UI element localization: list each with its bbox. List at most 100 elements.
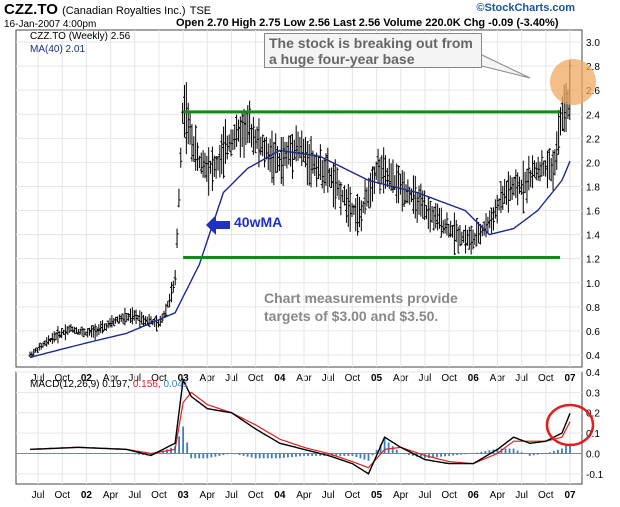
macd-histogram-bar	[218, 453, 221, 456]
x-tick-label: Oct	[538, 490, 554, 501]
macd-histogram-bar	[109, 453, 112, 454]
ma-arrow-label: 40wMA	[234, 214, 283, 230]
macd-histogram-bar	[432, 453, 434, 458]
macd-histogram-bar	[391, 446, 394, 454]
macd-histogram-bar	[561, 448, 563, 454]
macd-histogram-bar	[339, 453, 342, 456]
macd-histogram-bar	[319, 453, 322, 456]
macd-histogram-bar	[460, 453, 463, 455]
price-y-tick-label: 1.2	[586, 255, 600, 266]
macd-histogram-bar	[456, 453, 459, 456]
macd-histogram-bar	[291, 453, 293, 458]
macd-histogram-bar	[37, 453, 39, 454]
company-name: (Canadian Royalties Inc.)	[62, 5, 186, 17]
macd-histogram-bar	[274, 453, 277, 459]
macd-histogram-bar	[117, 453, 120, 454]
macd-histogram-bar	[137, 453, 140, 455]
macd-histogram-bar	[444, 453, 446, 457]
macd-histogram-bar	[303, 453, 305, 456]
macd-histogram-bar	[178, 436, 181, 454]
symbol: CZZ.TO	[4, 1, 58, 18]
macd-histogram-bar	[565, 446, 567, 454]
macd-histogram-bar	[234, 453, 237, 455]
macd-histogram-bar	[508, 448, 511, 454]
macd-histogram-bar	[496, 448, 499, 454]
macd-histogram-bar	[448, 453, 451, 456]
macd-histogram-bar	[359, 453, 362, 459]
macd-histogram-bar	[407, 453, 410, 456]
macd-histogram-bar	[230, 453, 233, 454]
x-tick-label: Oct	[151, 490, 167, 501]
macd-histogram-bar	[33, 453, 35, 454]
targets-note: Chart measurements provide targets of $3…	[264, 290, 458, 324]
macd-y-tick-label: 0.1	[586, 429, 600, 440]
macd-y-tick-label: 0.0	[586, 449, 600, 460]
macd-legend: MACD(12,26,9) 0.197, 0.156, 0.041	[30, 379, 188, 390]
macd-histogram-bar	[254, 453, 257, 459]
x-tick-label: Apr	[296, 490, 312, 501]
macd-histogram-bar	[65, 453, 68, 454]
macd-histogram-bar	[41, 453, 43, 454]
price-legend: CZZ.TO (Weekly) 2.56	[30, 31, 131, 42]
macd-histogram-bar	[97, 453, 100, 454]
macd-histogram-bar	[536, 453, 539, 455]
macd-histogram-bar	[569, 443, 571, 454]
price-y-tick-label: 0.8	[586, 303, 600, 314]
macd-histogram-bar	[282, 453, 285, 458]
macd-histogram-bar	[258, 453, 261, 459]
macd-histogram-bar	[250, 453, 253, 458]
macd-histogram-bar	[403, 453, 406, 455]
annotation-overlay	[206, 54, 596, 447]
macd-histogram-bar	[210, 453, 213, 458]
macd-histogram-bar	[149, 453, 152, 456]
macd-histogram-bar	[327, 453, 330, 456]
macd-histogram-bar	[57, 453, 60, 454]
macd-histogram-bar	[299, 453, 301, 457]
macd-histogram-bar	[242, 453, 245, 456]
macd-histogram-bar	[246, 453, 249, 457]
macd-histogram-bar	[544, 453, 547, 454]
brand-name: StockCharts.com	[484, 2, 575, 14]
price-y-tick-label: 1.4	[586, 231, 600, 242]
macd-histogram-bar	[206, 453, 209, 459]
brand-logo: ©StockCharts.com	[476, 2, 575, 14]
macd-histogram-bar	[472, 453, 475, 454]
macd-histogram-bar	[186, 442, 189, 454]
macd-histogram-bar	[367, 453, 370, 461]
macd-histogram-bar	[93, 453, 96, 454]
macd-histogram-bar	[464, 453, 467, 455]
macd-line	[29, 377, 571, 475]
macd-histogram-bar	[512, 448, 515, 454]
hist-value: 0.041	[163, 379, 189, 390]
macd-histogram-bar	[141, 453, 144, 456]
macd-histogram-bar	[395, 449, 398, 454]
x-tick-label: Oct	[345, 490, 361, 501]
macd-histogram-bar	[162, 451, 164, 454]
macd-histogram-bar	[287, 453, 289, 458]
x-tick-label: Jul	[322, 490, 335, 501]
macd-panel: Jul Oct 02 Apr Jul Oct 03 Apr Jul Oct 04 Apr Jul Oct 0…	[15, 368, 604, 501]
macd-histogram-bar	[129, 453, 132, 454]
breakout-callout: The stock is breaking out from a huge fo…	[264, 33, 482, 68]
macd-value: 0.197,	[102, 379, 131, 390]
price-y-tick-label: 1.0	[586, 279, 600, 290]
price-y-tick-label: 0.4	[586, 351, 600, 362]
x-tick-label: Apr	[393, 490, 409, 501]
macd-histogram-bar	[363, 453, 366, 460]
macd-histogram-bar	[73, 453, 76, 454]
x-tick-label: Oct	[248, 490, 264, 501]
price-y-tick-label: 2.4	[586, 110, 600, 121]
x-tick-label: Jul	[225, 490, 238, 501]
macd-histogram-bar	[89, 453, 92, 454]
macd-histogram-bar	[125, 453, 128, 454]
price-y-tick-label: 2.2	[586, 134, 600, 145]
macd-histogram-bar	[198, 453, 201, 459]
macd-histogram-bar	[516, 450, 519, 454]
macd-histogram-bar	[399, 453, 402, 454]
macd-histogram-bar	[295, 453, 297, 457]
x-tick-label: 03	[178, 490, 190, 501]
macd-histogram-bar	[419, 453, 422, 458]
x-tick-label: Oct	[54, 490, 70, 501]
macd-histogram-bar	[166, 449, 168, 454]
macd-histogram-bar	[133, 453, 136, 455]
